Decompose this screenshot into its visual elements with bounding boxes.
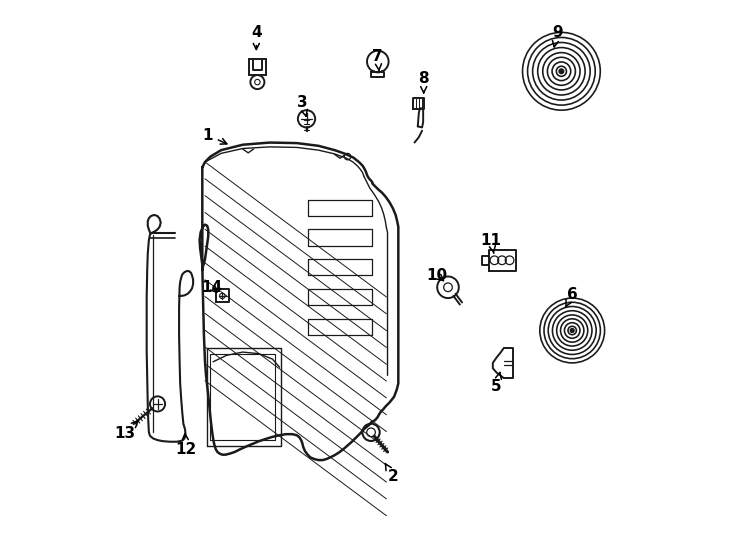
Text: 5: 5 — [491, 373, 502, 394]
Text: 8: 8 — [418, 71, 429, 93]
Text: 1: 1 — [203, 127, 227, 144]
Text: 9: 9 — [552, 25, 562, 47]
Text: 4: 4 — [251, 25, 261, 50]
Text: 11: 11 — [481, 233, 502, 253]
Text: 7: 7 — [372, 49, 383, 70]
Text: 12: 12 — [175, 434, 197, 457]
Text: 6: 6 — [565, 287, 578, 307]
Text: 14: 14 — [201, 280, 222, 295]
Circle shape — [559, 69, 564, 73]
Bar — [249, 59, 266, 75]
Circle shape — [570, 328, 574, 333]
Text: 10: 10 — [426, 268, 448, 283]
Text: 3: 3 — [297, 95, 308, 116]
Text: 2: 2 — [385, 463, 399, 484]
Text: 13: 13 — [115, 421, 139, 441]
